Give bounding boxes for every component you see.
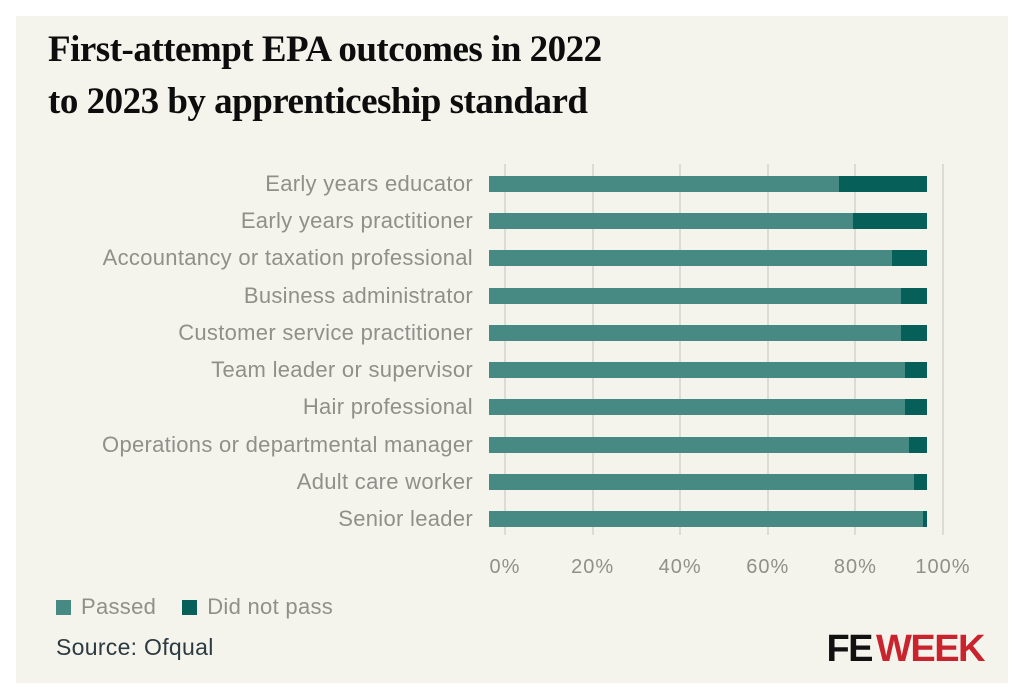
- bar-segment-passed: [489, 250, 892, 267]
- bar-row: Business administrator: [16, 277, 943, 314]
- bar-segment-did-not-pass: [900, 287, 927, 304]
- bar-segment-passed: [489, 212, 853, 229]
- bar-segment-passed: [489, 399, 906, 416]
- logo-fe: FE: [826, 628, 873, 670]
- bar-segment-passed: [489, 175, 840, 192]
- bar-row: Early years educator: [16, 165, 943, 202]
- x-tick-label: 0%: [489, 556, 521, 578]
- bar-segment-passed: [489, 436, 910, 453]
- bar-row: Team leader or supervisor: [16, 351, 943, 388]
- bar-segment-did-not-pass: [891, 250, 927, 267]
- bar-track: [489, 511, 927, 528]
- bar-track: [489, 324, 927, 341]
- legend-item-did-not-pass: Did not pass: [182, 594, 333, 620]
- source-label: Source: Ofqual: [56, 634, 214, 660]
- bar-track: [489, 175, 927, 192]
- chart-title-line2: to 2023 by apprenticeship standard: [48, 81, 588, 122]
- bar-row: Senior leader: [16, 501, 943, 538]
- bar-segment-did-not-pass: [900, 324, 927, 341]
- x-tick-label: 100%: [915, 556, 971, 578]
- logo-week: WEEK: [876, 628, 986, 670]
- x-tick-label: 20%: [571, 556, 615, 578]
- category-label: Customer service practitioner: [178, 319, 473, 345]
- legend-label-passed: Passed: [81, 594, 157, 619]
- gridline: [504, 164, 506, 535]
- category-label: Operations or departmental manager: [102, 431, 473, 457]
- category-label: Business administrator: [243, 282, 473, 308]
- bar-track: [489, 212, 927, 229]
- gridline: [854, 164, 856, 535]
- bar-segment-did-not-pass: [909, 436, 927, 453]
- gridline: [679, 164, 681, 535]
- legend-swatch-did-not-pass: [182, 599, 198, 615]
- bar-row: Hair professional: [16, 389, 943, 426]
- category-label: Hair professional: [302, 394, 473, 420]
- legend-swatch-passed: [56, 599, 71, 615]
- bar-segment-did-not-pass: [839, 175, 927, 192]
- x-axis: 0% 20% 40% 60% 80% 100%: [490, 556, 970, 580]
- bar-row: Operations or departmental manager: [16, 426, 943, 463]
- bar-track: [489, 287, 927, 304]
- bar-segment-passed: [489, 324, 901, 341]
- bar-segment-did-not-pass: [852, 212, 927, 229]
- bar-track: [489, 399, 927, 416]
- chart-panel: First-attempt EPA outcomes in 2022 to 202…: [16, 16, 1008, 683]
- bar-row: Accountancy or taxation professional: [16, 240, 943, 277]
- bar-segment-did-not-pass: [922, 511, 927, 528]
- gridline: [592, 164, 594, 535]
- chart-rows: Early years educator Early years practiti…: [16, 165, 943, 538]
- category-label: Senior leader: [338, 506, 473, 532]
- feweek-logo: FE WEEK: [826, 628, 986, 671]
- bar-track: [489, 474, 927, 491]
- bar-track: [489, 436, 927, 453]
- bar-segment-passed: [489, 511, 923, 528]
- bar-segment-did-not-pass: [913, 474, 927, 491]
- x-tick-label: 80%: [833, 556, 877, 578]
- bar-row: Customer service practitioner: [16, 314, 943, 351]
- legend-item-passed: Passed: [56, 594, 156, 620]
- gridline: [942, 164, 944, 535]
- bar-row: Early years practitioner: [16, 202, 943, 239]
- category-label: Early years educator: [265, 170, 473, 196]
- legend-label-did-not-pass: Did not pass: [207, 594, 334, 619]
- category-label: Accountancy or taxation professional: [102, 245, 473, 271]
- bar-segment-passed: [489, 474, 914, 491]
- gridline: [767, 164, 769, 535]
- chart-title-line1: First-attempt EPA outcomes in 2022: [48, 29, 602, 70]
- category-label: Early years practitioner: [240, 207, 473, 233]
- category-label: Adult care worker: [296, 469, 473, 495]
- bar-row: Adult care worker: [16, 463, 943, 500]
- bar-track: [489, 250, 927, 267]
- x-tick-label: 60%: [746, 556, 790, 578]
- x-tick-label: 40%: [658, 556, 702, 578]
- legend: Passed Did not pass: [56, 594, 333, 620]
- category-label: Team leader or supervisor: [211, 357, 473, 383]
- bar-segment-passed: [489, 362, 906, 379]
- bar-segment-passed: [489, 287, 901, 304]
- chart-title: First-attempt EPA outcomes in 2022 to 202…: [48, 24, 602, 128]
- bar-segment-did-not-pass: [905, 362, 927, 379]
- bar-track: [489, 362, 927, 379]
- bar-segment-did-not-pass: [905, 399, 927, 416]
- gridlines: [504, 164, 944, 535]
